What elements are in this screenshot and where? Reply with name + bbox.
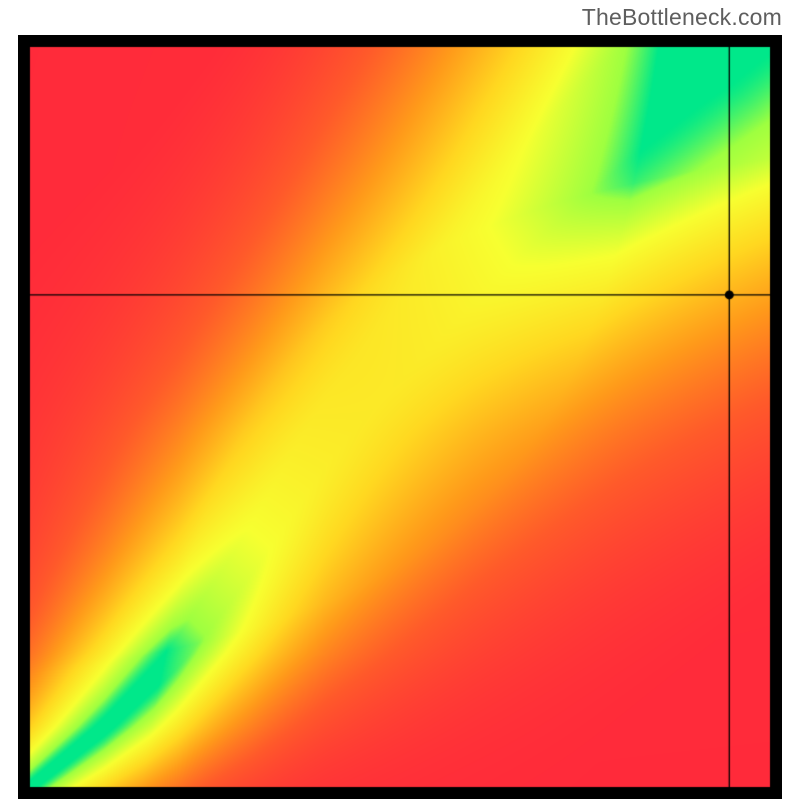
watermark-text: TheBottleneck.com: [582, 4, 782, 31]
bottleneck-heatmap: [18, 35, 782, 799]
